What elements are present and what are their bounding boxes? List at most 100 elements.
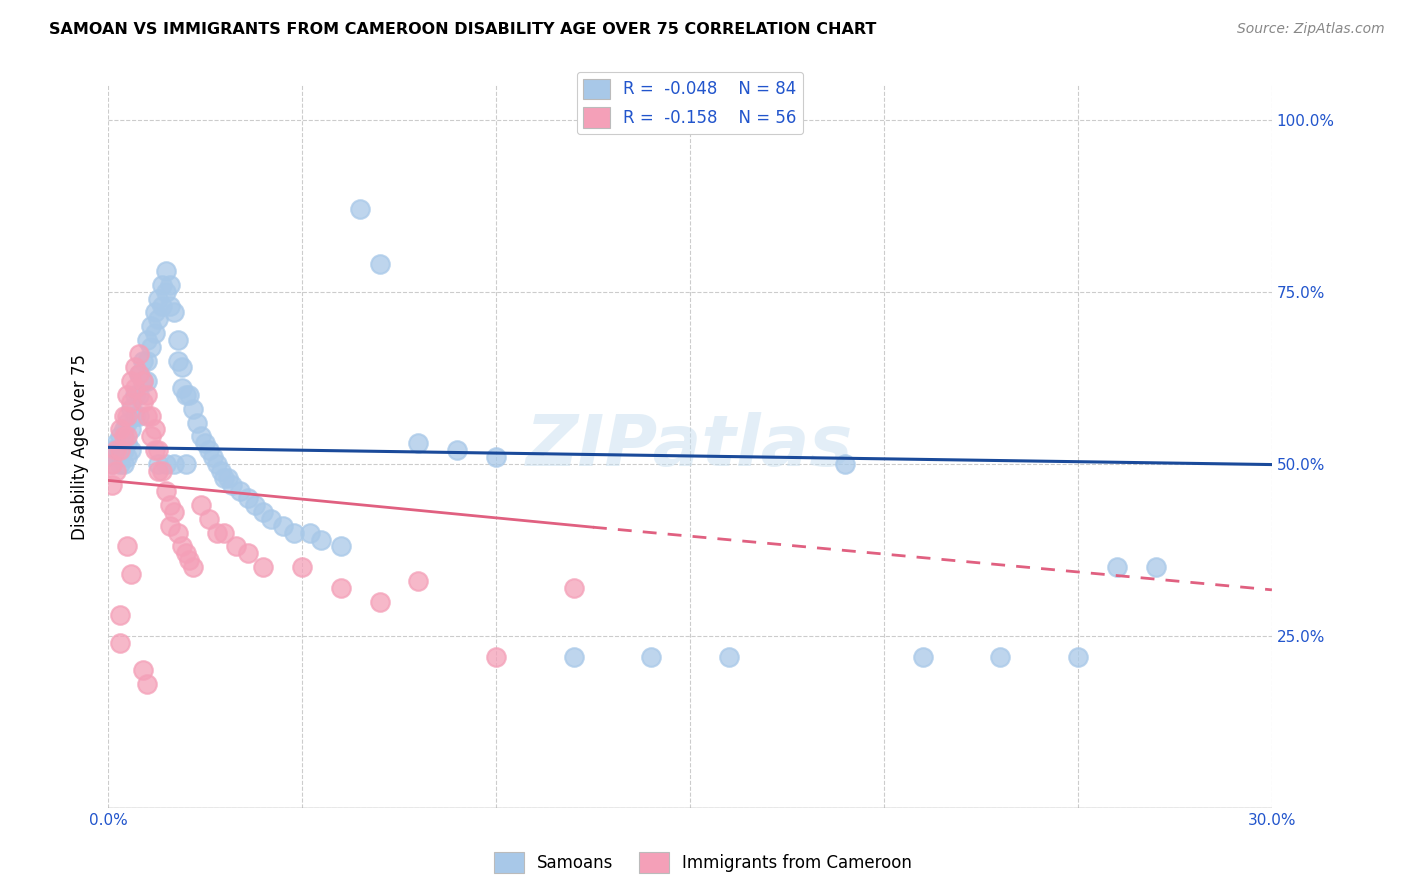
Point (101, 443, 124, 458)
Point (101, 477, 124, 491)
Point (104, 436, 127, 450)
Point (217, 470, 239, 484)
Point (117, 436, 139, 450)
Point (349, 202, 371, 216)
Point (368, 594, 391, 608)
Point (128, 388, 150, 402)
Point (143, 422, 166, 436)
Point (446, 443, 468, 458)
Point (163, 305, 186, 319)
Point (132, 374, 155, 388)
Text: SAMOAN VS IMMIGRANTS FROM CAMEROON DISABILITY AGE OVER 75 CORRELATION CHART: SAMOAN VS IMMIGRANTS FROM CAMEROON DISAB… (49, 22, 876, 37)
Point (120, 395, 142, 409)
Point (101, 457, 124, 471)
Point (236, 491, 259, 506)
Point (135, 374, 157, 388)
Point (124, 409, 146, 423)
Point (148, 457, 170, 471)
Point (108, 457, 131, 471)
Point (201, 450, 224, 464)
Point (112, 443, 135, 458)
Point (108, 429, 131, 443)
Point (135, 409, 157, 423)
Point (271, 518, 294, 533)
Point (329, 540, 352, 554)
Point (108, 443, 131, 458)
Point (205, 525, 228, 540)
Point (135, 388, 157, 402)
Point (124, 381, 146, 395)
Point (311, 533, 333, 547)
Point (143, 326, 166, 340)
Point (150, 464, 173, 478)
Point (260, 512, 283, 526)
Point (562, 581, 585, 595)
Point (159, 518, 181, 533)
Point (174, 457, 197, 471)
Text: Source: ZipAtlas.com: Source: ZipAtlas.com (1237, 22, 1385, 37)
Point (117, 450, 139, 464)
Point (117, 429, 139, 443)
Point (120, 443, 142, 458)
Point (104, 464, 127, 478)
Point (179, 553, 201, 567)
Point (170, 540, 193, 554)
Point (148, 292, 170, 306)
Point (117, 409, 139, 423)
Point (112, 422, 135, 436)
Point (108, 636, 131, 650)
Point (174, 546, 197, 560)
Point (911, 649, 934, 664)
Point (117, 540, 139, 554)
Point (166, 525, 188, 540)
Point (117, 388, 139, 402)
Point (174, 388, 197, 402)
Point (166, 333, 188, 347)
Point (128, 368, 150, 382)
Point (104, 443, 127, 458)
Point (988, 649, 1011, 664)
Point (148, 443, 170, 458)
Point (135, 333, 157, 347)
Point (108, 608, 131, 623)
Point (209, 464, 232, 478)
Point (148, 312, 170, 326)
Point (120, 401, 142, 416)
Text: ZIPatlas: ZIPatlas (526, 412, 853, 481)
Point (120, 567, 142, 582)
Point (112, 429, 135, 443)
Point (132, 374, 155, 388)
Point (198, 512, 221, 526)
Point (112, 409, 135, 423)
Point (183, 560, 205, 574)
Point (229, 484, 252, 499)
Point (198, 443, 221, 458)
Point (108, 443, 131, 458)
Point (485, 450, 508, 464)
Point (194, 436, 217, 450)
Point (236, 546, 259, 560)
Legend: R =  -0.048    N = 84, R =  -0.158    N = 56: R = -0.048 N = 84, R = -0.158 N = 56 (576, 72, 803, 134)
Point (128, 409, 150, 423)
Point (155, 457, 177, 471)
Point (159, 498, 181, 512)
Point (562, 649, 585, 664)
Point (132, 395, 155, 409)
Point (143, 443, 166, 458)
Point (148, 464, 170, 478)
Point (128, 368, 150, 382)
Point (179, 388, 201, 402)
Point (135, 353, 157, 368)
Point (214, 525, 236, 540)
Point (408, 436, 430, 450)
Point (163, 457, 186, 471)
Point (128, 347, 150, 361)
Point (190, 498, 212, 512)
Point (132, 353, 155, 368)
Point (485, 649, 508, 664)
Point (717, 649, 740, 664)
Point (252, 505, 274, 519)
Point (143, 305, 166, 319)
Point (214, 470, 236, 484)
Point (155, 484, 177, 499)
